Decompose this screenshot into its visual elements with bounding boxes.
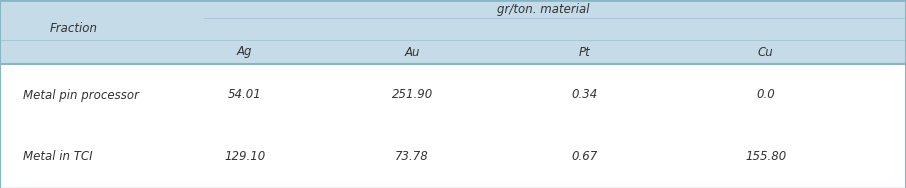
Text: 129.10: 129.10 — [224, 151, 265, 164]
Text: Ag: Ag — [236, 45, 253, 58]
Text: 155.80: 155.80 — [745, 151, 786, 164]
Text: Metal pin processor: Metal pin processor — [23, 89, 139, 102]
Text: 251.90: 251.90 — [391, 89, 433, 102]
Text: 0.34: 0.34 — [572, 89, 597, 102]
Text: Cu: Cu — [757, 45, 774, 58]
Text: Au: Au — [404, 45, 420, 58]
Text: Pt: Pt — [579, 45, 590, 58]
Text: Fraction: Fraction — [50, 23, 98, 36]
Text: 0.67: 0.67 — [572, 151, 597, 164]
Bar — [0, 64, 906, 188]
Text: gr/ton. material: gr/ton. material — [497, 2, 590, 15]
Text: 0.0: 0.0 — [757, 89, 775, 102]
Text: Metal in TCI: Metal in TCI — [23, 151, 92, 164]
Text: 73.78: 73.78 — [395, 151, 429, 164]
Text: 54.01: 54.01 — [227, 89, 262, 102]
